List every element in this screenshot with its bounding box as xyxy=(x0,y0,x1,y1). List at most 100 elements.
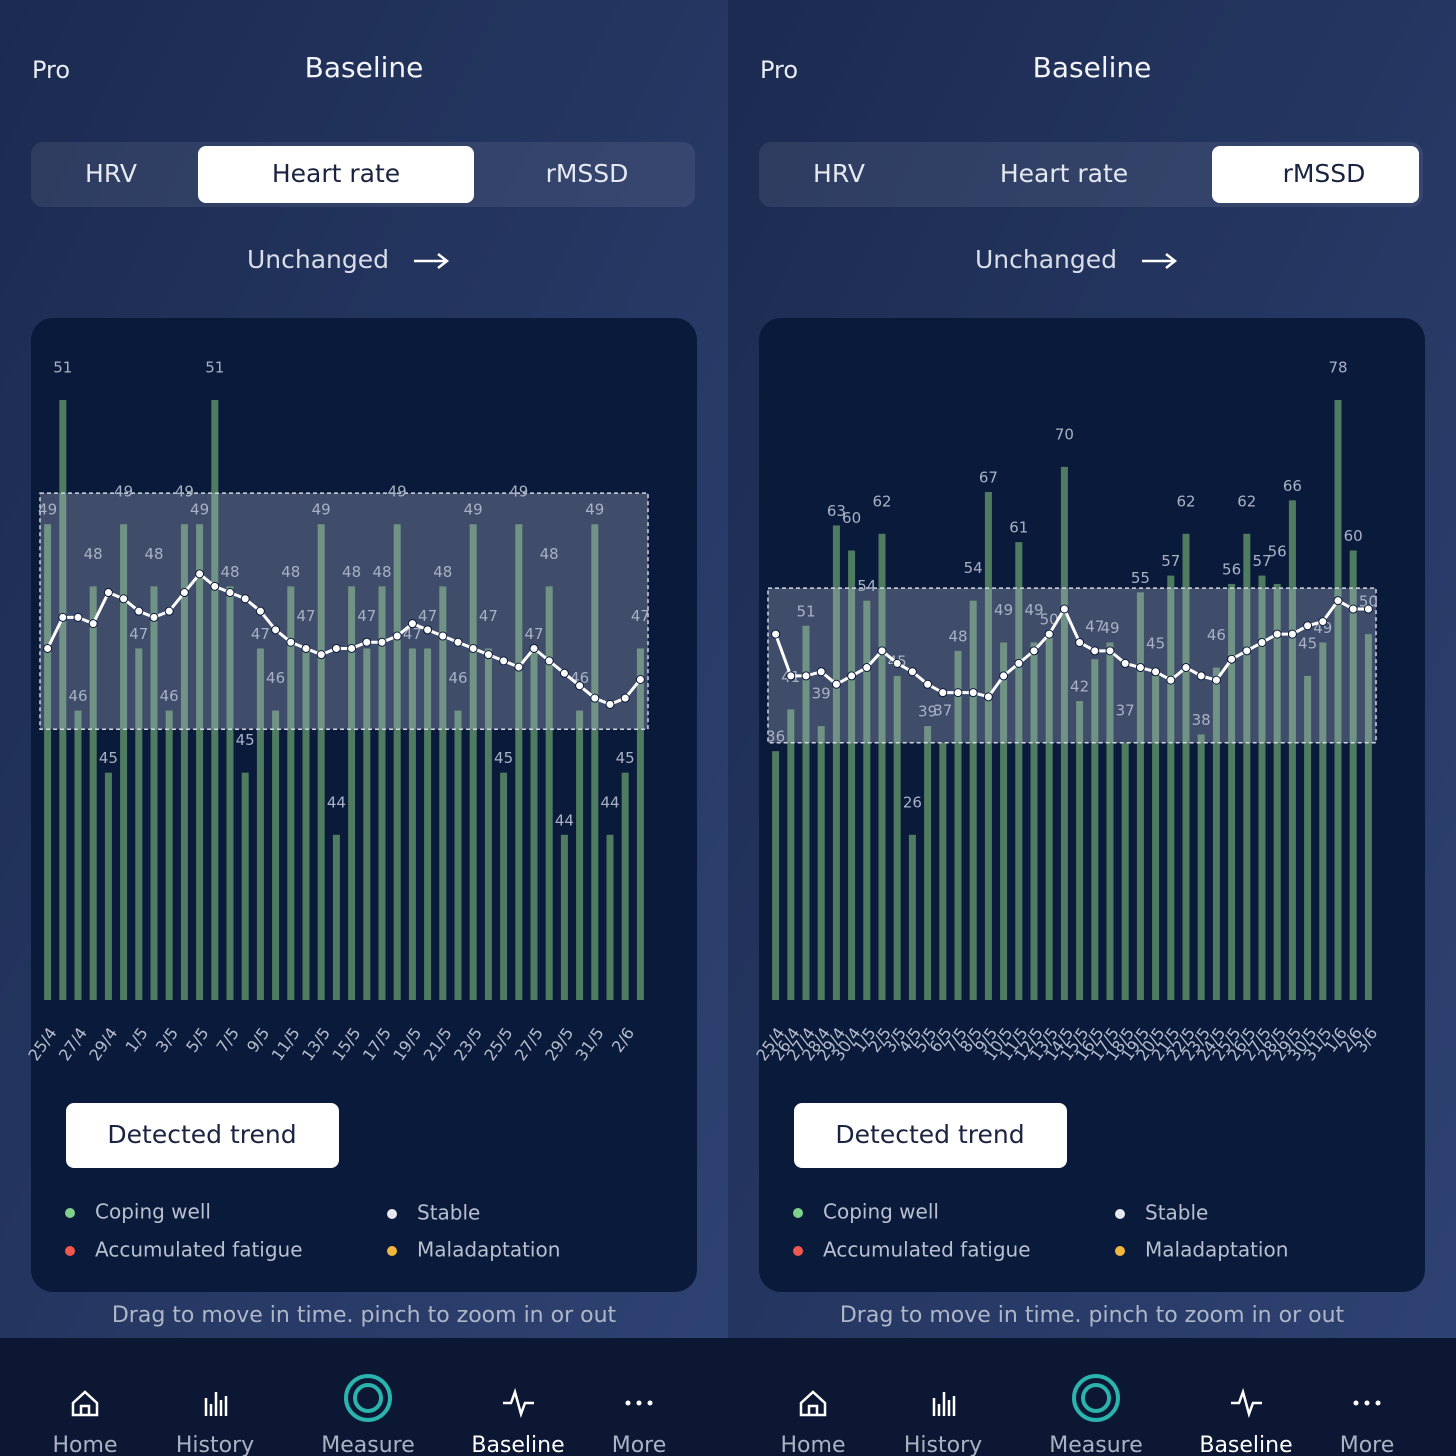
value-label: 42 xyxy=(1070,678,1089,696)
trend-dot xyxy=(1059,604,1069,614)
trend-dot xyxy=(999,671,1009,681)
bar xyxy=(1304,675,1312,1000)
nav-label[interactable]: Measure xyxy=(321,1433,415,1456)
legend-label: Stable xyxy=(417,1201,480,1225)
legend-label: Coping well xyxy=(95,1200,211,1224)
value-label: 56 xyxy=(1222,560,1241,578)
trend-button-label[interactable]: Detected trend xyxy=(107,1120,296,1149)
trend-dot xyxy=(407,619,417,629)
value-label: 49 xyxy=(114,483,133,501)
trend-dot xyxy=(1181,663,1191,673)
bar xyxy=(1045,634,1053,1000)
bar xyxy=(515,524,523,1000)
screen-title: Baseline xyxy=(1033,51,1152,84)
trend-dot xyxy=(58,612,68,622)
trend-dot xyxy=(271,625,281,635)
value-label: 46 xyxy=(68,687,87,705)
value-label: 60 xyxy=(842,509,861,527)
tab[interactable]: HRV xyxy=(85,159,137,188)
value-label: 49 xyxy=(509,483,528,501)
trend-dot xyxy=(1166,675,1176,685)
trend-dot xyxy=(575,681,585,691)
bar xyxy=(908,834,916,1000)
bar xyxy=(939,742,947,1000)
pro-link[interactable]: Pro xyxy=(32,56,70,84)
trend-button-label[interactable]: Detected trend xyxy=(835,1120,1024,1149)
nav-label[interactable]: Measure xyxy=(1049,1433,1143,1456)
value-label: 46 xyxy=(448,669,467,687)
legend-label: Coping well xyxy=(823,1200,939,1224)
bar xyxy=(1288,500,1296,1000)
bar xyxy=(469,524,477,1000)
legend-dot xyxy=(793,1246,803,1256)
legend-dot xyxy=(65,1208,75,1218)
trend-dot xyxy=(1090,646,1100,656)
trend-dot xyxy=(377,637,387,647)
value-label: 44 xyxy=(327,793,346,811)
trend-dot xyxy=(1363,604,1373,614)
value-label: 67 xyxy=(979,468,998,486)
bar xyxy=(302,648,310,1000)
bar xyxy=(287,586,295,1000)
bar xyxy=(1197,734,1205,1000)
bar xyxy=(408,648,416,1000)
tab[interactable]: HRV xyxy=(813,159,865,188)
trend-dot xyxy=(453,637,463,647)
trend-button[interactable] xyxy=(66,1103,339,1168)
bar xyxy=(969,600,977,1000)
bar xyxy=(878,533,886,1000)
trend-dot xyxy=(847,671,857,681)
bar xyxy=(393,524,401,1000)
pro-link[interactable]: Pro xyxy=(760,56,798,84)
bar xyxy=(1334,400,1342,1000)
tab[interactable]: Heart rate xyxy=(1000,159,1128,188)
bar xyxy=(863,600,871,1000)
value-label: 44 xyxy=(555,811,574,829)
value-label: 47 xyxy=(1085,618,1104,636)
bar xyxy=(1364,634,1372,1000)
trend-dot xyxy=(1120,658,1130,668)
tab[interactable]: rMSSD xyxy=(1283,159,1366,188)
legend-label: Accumulated fatigue xyxy=(95,1238,303,1262)
nav-label[interactable]: History xyxy=(176,1433,254,1456)
bar xyxy=(332,834,340,1000)
bar xyxy=(439,586,447,1000)
bar xyxy=(1015,542,1023,1000)
trend-dot xyxy=(605,699,615,709)
trend-button[interactable] xyxy=(794,1103,1067,1168)
nav-label[interactable]: Home xyxy=(53,1433,118,1456)
tab[interactable]: rMSSD xyxy=(546,159,629,188)
nav-label[interactable]: More xyxy=(1340,1433,1395,1456)
trend-line xyxy=(46,571,642,706)
trend-dot xyxy=(968,688,978,698)
bar xyxy=(1121,742,1129,1000)
bar xyxy=(817,726,825,1000)
bar xyxy=(787,709,795,1000)
value-label: 47 xyxy=(403,625,422,643)
value-label: 49 xyxy=(994,601,1013,619)
nav-label[interactable]: History xyxy=(904,1433,982,1456)
bar xyxy=(1106,642,1114,1000)
trend-dot xyxy=(316,650,326,660)
bar xyxy=(954,650,962,1000)
nav-label[interactable]: Baseline xyxy=(471,1433,564,1456)
bar xyxy=(59,400,67,1000)
value-label: 47 xyxy=(251,625,270,643)
value-label: 45 xyxy=(1298,634,1317,652)
trend-dot xyxy=(149,612,159,622)
value-label: 61 xyxy=(1009,519,1028,537)
nav-label[interactable]: Baseline xyxy=(1199,1433,1292,1456)
value-label: 51 xyxy=(205,359,224,377)
bar xyxy=(591,524,599,1000)
trend-dot xyxy=(529,643,539,653)
bar xyxy=(1243,533,1251,1000)
nav-label[interactable]: More xyxy=(612,1433,667,1456)
trend-dot xyxy=(468,643,478,653)
trend-dot xyxy=(1318,617,1328,627)
tab[interactable]: Heart rate xyxy=(272,159,400,188)
bar xyxy=(180,524,188,1000)
bar xyxy=(256,648,264,1000)
trend-dot xyxy=(635,675,645,685)
value-label: 48 xyxy=(220,563,239,581)
nav-label[interactable]: Home xyxy=(781,1433,846,1456)
